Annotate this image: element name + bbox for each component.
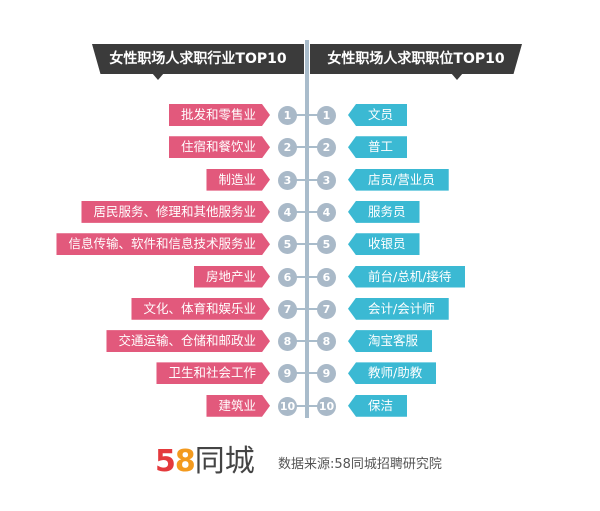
industry-label: 房地产业 xyxy=(194,266,270,288)
position-rank: 2 xyxy=(317,138,336,158)
position-rank: 7 xyxy=(317,299,336,319)
connector xyxy=(288,404,326,407)
position-label: 收银员 xyxy=(348,233,420,256)
industry-rank: 8 xyxy=(278,332,297,352)
position-label: 服务员 xyxy=(348,200,420,223)
connector xyxy=(288,146,326,149)
industry-label: 建筑业 xyxy=(206,395,270,417)
position-label: 淘宝客服 xyxy=(348,330,433,353)
industry-label: 住宿和餐饮业 xyxy=(169,136,270,158)
connector xyxy=(288,372,326,375)
position-label: 店员/营业员 xyxy=(348,168,449,191)
position-label: 文员 xyxy=(348,104,408,126)
right-header: 女性职场人求职职位TOP10 xyxy=(310,44,522,74)
rank-row: 批发和零售业 1 1 文员 xyxy=(0,104,600,126)
industry-rank: 5 xyxy=(278,235,297,255)
position-rank: 4 xyxy=(317,202,336,222)
rank-row: 建筑业 10 10 保洁 xyxy=(0,394,600,417)
industry-rank: 6 xyxy=(278,267,297,287)
connector xyxy=(288,307,326,310)
connector xyxy=(288,210,326,213)
position-label: 前台/总机/接待 xyxy=(348,265,466,288)
position-rank: 3 xyxy=(317,170,336,190)
industry-rank: 7 xyxy=(278,299,297,319)
industry-rank: 9 xyxy=(278,364,297,384)
connector xyxy=(288,340,326,343)
industry-label: 交通运输、仓储和邮政业 xyxy=(106,330,270,352)
industry-label: 信息传输、软件和信息技术服务业 xyxy=(56,233,270,255)
industry-label: 制造业 xyxy=(206,169,270,191)
rank-row: 制造业 3 3 店员/营业员 xyxy=(0,168,600,191)
rank-row: 卫生和社会工作 9 9 教师/助教 xyxy=(0,362,600,385)
industry-label: 卫生和社会工作 xyxy=(156,362,270,384)
position-rank: 9 xyxy=(317,364,336,384)
position-rank: 5 xyxy=(317,235,336,255)
industry-rank: 10 xyxy=(278,396,297,416)
industry-label: 居民服务、修理和其他服务业 xyxy=(81,201,270,223)
industry-rank: 3 xyxy=(278,170,297,190)
logo-58tongcheng: 58同城 xyxy=(155,444,255,479)
rank-row: 交通运输、仓储和邮政业 8 8 淘宝客服 xyxy=(0,330,600,353)
position-label: 保洁 xyxy=(348,394,408,417)
industry-rank: 1 xyxy=(278,106,297,125)
connector xyxy=(288,275,326,278)
position-label: 普工 xyxy=(348,136,408,159)
connector xyxy=(288,178,326,181)
industry-label: 文化、体育和娱乐业 xyxy=(131,298,270,320)
data-source: 数据来源:58同城招聘研究院 xyxy=(278,457,442,472)
industry-rank: 4 xyxy=(278,202,297,222)
center-line xyxy=(305,40,309,418)
connector xyxy=(288,114,326,116)
rank-row: 信息传输、软件和信息技术服务业 5 5 收银员 xyxy=(0,233,600,256)
position-rank: 1 xyxy=(317,106,336,125)
rank-row: 文化、体育和娱乐业 7 7 会计/会计师 xyxy=(0,297,600,320)
position-rank: 10 xyxy=(317,396,336,416)
rank-row: 房地产业 6 6 前台/总机/接待 xyxy=(0,265,600,288)
position-rank: 6 xyxy=(317,267,336,287)
industry-label: 批发和零售业 xyxy=(169,104,270,126)
position-rank: 8 xyxy=(317,332,336,352)
left-header: 女性职场人求职行业TOP10 xyxy=(92,44,304,74)
position-label: 会计/会计师 xyxy=(348,297,449,320)
rank-row: 住宿和餐饮业 2 2 普工 xyxy=(0,136,600,159)
rank-row: 居民服务、修理和其他服务业 4 4 服务员 xyxy=(0,200,600,223)
left-header-pointer xyxy=(152,73,164,80)
right-header-pointer xyxy=(451,73,463,80)
industry-rank: 2 xyxy=(278,138,297,158)
connector xyxy=(288,243,326,246)
position-label: 教师/助教 xyxy=(348,362,437,385)
